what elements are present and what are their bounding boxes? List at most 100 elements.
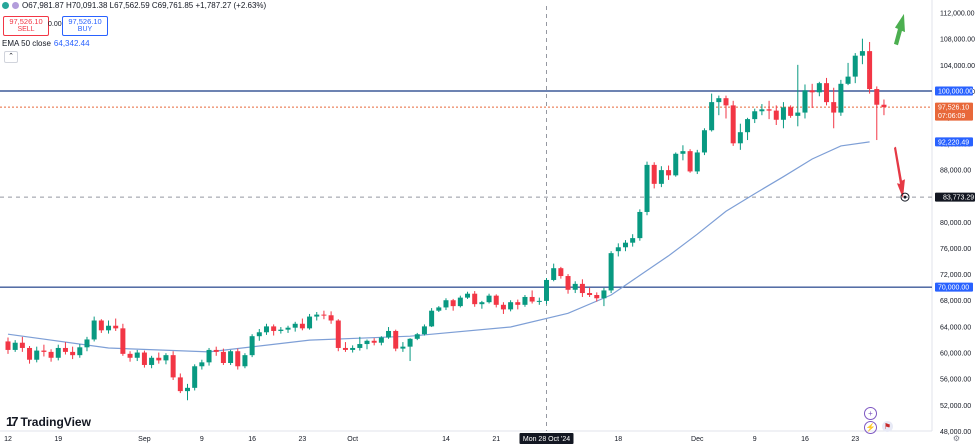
candle-body[interactable] [371, 340, 377, 343]
candle-body[interactable] [666, 170, 672, 176]
candle-body[interactable] [587, 293, 593, 295]
candle-body[interactable] [508, 302, 514, 310]
candle-body[interactable] [400, 346, 406, 349]
candle-body[interactable] [34, 350, 40, 360]
candle-body[interactable] [450, 300, 456, 307]
candle-body[interactable] [120, 328, 126, 354]
candle-body[interactable] [680, 151, 686, 154]
candle-body[interactable] [106, 325, 112, 331]
candle-body[interactable] [493, 295, 499, 305]
lightning-icon[interactable]: ⚡ [864, 421, 877, 434]
candle-body[interactable] [314, 314, 320, 317]
candle-body[interactable] [55, 347, 61, 358]
candle-body[interactable] [816, 83, 822, 93]
candle-body[interactable] [773, 110, 779, 120]
candle-body[interactable] [91, 320, 97, 340]
candle-body[interactable] [515, 302, 521, 305]
candle-body[interactable] [357, 344, 363, 348]
candle-body[interactable] [127, 353, 133, 358]
level-price-badge[interactable] [935, 282, 973, 292]
candle-body[interactable] [350, 347, 356, 350]
candle-body[interactable] [565, 276, 571, 290]
candle-body[interactable] [414, 334, 420, 339]
candle-body[interactable] [163, 355, 169, 361]
candle-body[interactable] [48, 351, 54, 358]
candle-body[interactable] [292, 323, 298, 328]
candle-body[interactable] [723, 98, 729, 106]
candle-body[interactable] [594, 295, 600, 299]
candle-body[interactable] [486, 295, 492, 303]
candle-body[interactable] [472, 293, 478, 305]
candle-body[interactable] [98, 320, 104, 331]
candle-body[interactable] [177, 377, 183, 392]
candle-body[interactable] [285, 327, 291, 330]
candle-body[interactable] [867, 51, 873, 90]
candle-body[interactable] [500, 304, 506, 310]
candle-body[interactable] [809, 90, 815, 93]
candle-body[interactable] [522, 296, 528, 305]
candle-body[interactable] [421, 326, 427, 335]
candle-body[interactable] [838, 83, 844, 113]
candle-body[interactable] [788, 107, 794, 116]
candle-body[interactable] [41, 350, 47, 352]
candle-body[interactable] [429, 310, 435, 327]
candle-body[interactable] [465, 293, 471, 298]
candle-body[interactable] [342, 347, 348, 350]
candle-body[interactable] [852, 55, 858, 77]
sell-button[interactable]: 97,526.10 SELL [3, 16, 49, 36]
candle-body[interactable] [529, 296, 535, 302]
candle-body[interactable] [687, 151, 693, 172]
candle-body[interactable] [19, 342, 25, 348]
us-flag-icon[interactable]: ⚑ [882, 421, 893, 432]
candle-body[interactable] [364, 340, 370, 345]
candle-body[interactable] [558, 268, 564, 277]
candle-body[interactable] [321, 314, 327, 316]
candle-body[interactable] [386, 330, 392, 338]
candle-body[interactable] [716, 98, 722, 103]
price-axis[interactable] [932, 0, 975, 445]
candle-body[interactable] [701, 130, 707, 153]
candle-body[interactable] [874, 89, 880, 105]
candle-body[interactable] [278, 329, 284, 331]
ema-price-badge[interactable] [935, 137, 973, 147]
candle-body[interactable] [62, 347, 68, 352]
candle-body[interactable] [256, 332, 262, 337]
candle-body[interactable] [637, 211, 643, 239]
candle-body[interactable] [673, 153, 679, 176]
candle-body[interactable] [170, 355, 176, 378]
candle-body[interactable] [77, 347, 83, 356]
candle-body[interactable] [206, 349, 212, 363]
candle-body[interactable] [615, 247, 621, 252]
candle-body[interactable] [479, 302, 485, 305]
candle-body[interactable] [457, 297, 463, 307]
candle-body[interactable] [307, 316, 313, 329]
plus-icon[interactable]: + [864, 407, 877, 420]
candle-body[interactable] [27, 347, 33, 360]
candle-body[interactable] [436, 307, 442, 311]
candle-body[interactable] [608, 253, 614, 291]
candle-body[interactable] [759, 109, 765, 112]
candle-body[interactable] [859, 51, 865, 56]
candle-body[interactable] [407, 338, 413, 347]
candle-body[interactable] [737, 132, 743, 144]
candle-body[interactable] [328, 315, 334, 321]
candle-body[interactable] [630, 238, 636, 243]
ema-line[interactable] [7, 141, 870, 353]
candle-body[interactable] [299, 323, 305, 329]
candle-body[interactable] [831, 102, 837, 113]
candle-body[interactable] [551, 268, 557, 280]
candle-body[interactable] [134, 352, 140, 358]
candle-body[interactable] [694, 152, 700, 172]
candle-body[interactable] [658, 170, 664, 184]
candle-body[interactable] [802, 90, 808, 113]
candle-body[interactable] [752, 111, 758, 120]
candle-body[interactable] [601, 290, 607, 299]
candle-body[interactable] [335, 320, 341, 348]
candle-body[interactable] [651, 164, 657, 184]
candle-body[interactable] [795, 112, 801, 116]
candle-body[interactable] [393, 330, 399, 349]
candle-body[interactable] [263, 326, 269, 333]
candle-body[interactable] [5, 341, 11, 350]
candle-body[interactable] [536, 300, 542, 302]
